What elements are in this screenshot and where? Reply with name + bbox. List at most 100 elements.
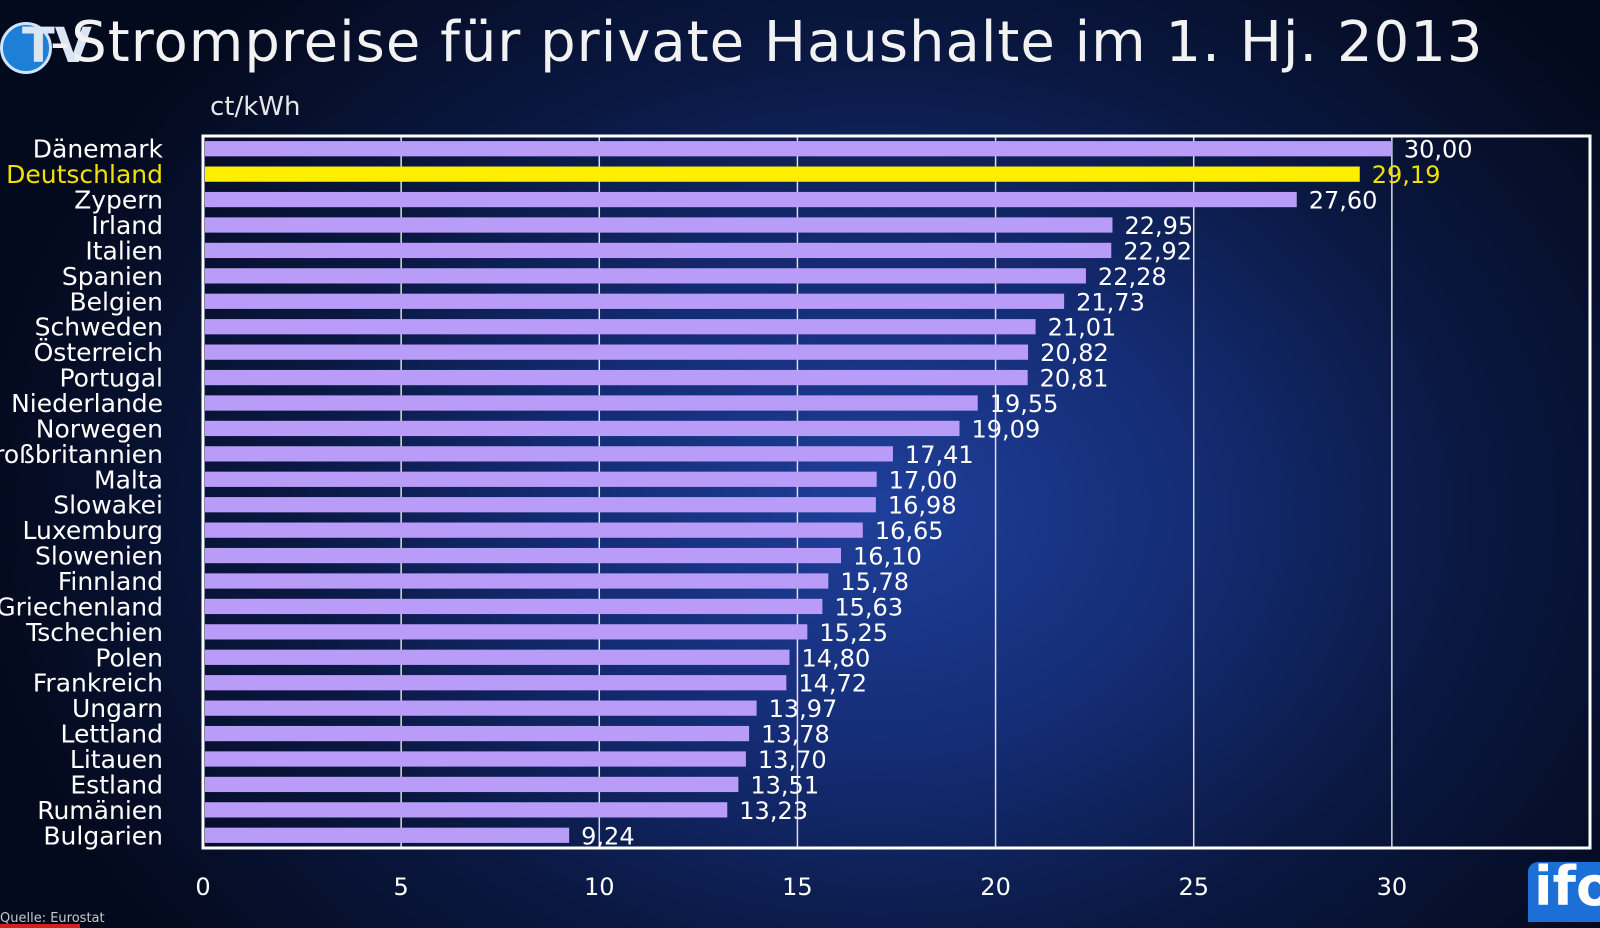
value-label: 15,78	[840, 568, 909, 596]
category-label: Finnland	[58, 567, 163, 596]
plot-frame	[201, 134, 1592, 850]
value-label: 22,92	[1123, 237, 1192, 265]
category-label: Malta	[94, 465, 163, 494]
x-tick-label: 5	[394, 873, 409, 901]
bar	[205, 344, 1029, 360]
x-tick-label: 0	[195, 873, 210, 901]
x-tick-label: 30	[1377, 873, 1408, 901]
value-label: 21,01	[1048, 314, 1117, 342]
bar	[205, 319, 1036, 335]
ifo-logo-text: ifo	[1534, 855, 1600, 918]
value-label: 16,65	[875, 517, 944, 545]
value-label: 9,24	[581, 822, 634, 850]
category-label: Deutschland	[6, 160, 163, 189]
value-label: 22,28	[1098, 263, 1167, 291]
category-label: Griechenland	[0, 592, 163, 621]
value-label: 16,10	[853, 543, 922, 571]
value-label: 27,60	[1309, 187, 1378, 215]
category-label: Slowenien	[35, 542, 163, 571]
unit-label: ct/kWh	[210, 92, 301, 122]
x-tick-label: 25	[1178, 873, 1209, 901]
category-label: Bulgarien	[43, 821, 163, 850]
progress-line	[0, 924, 80, 928]
category-label: Tschechien	[25, 618, 163, 647]
category-label: Slowakei	[53, 491, 163, 520]
category-label: Rumänien	[37, 796, 163, 825]
bar	[205, 369, 1028, 386]
bar	[205, 420, 960, 437]
tv-logo-icon	[0, 22, 52, 74]
bar	[205, 725, 750, 742]
value-label: 19,55	[990, 390, 1059, 418]
x-tick-label: 15	[782, 873, 813, 901]
x-tick-label: 20	[980, 873, 1011, 901]
value-label: 29,19	[1372, 161, 1441, 189]
bar	[205, 395, 978, 411]
bar	[205, 522, 863, 538]
category-label: Lettland	[61, 720, 163, 749]
x-tick-label: 10	[584, 873, 615, 901]
value-label: 14,80	[802, 644, 871, 672]
category-label: Portugal	[59, 364, 163, 393]
chart-title: -Strompreise für private Haushalte im 1.…	[50, 10, 1484, 75]
bar	[205, 293, 1065, 309]
bar	[205, 675, 787, 691]
bar	[205, 471, 877, 487]
bar	[205, 141, 1392, 157]
category-label: Österreich	[34, 338, 163, 367]
value-label: 16,98	[888, 492, 957, 520]
value-label: 20,81	[1040, 365, 1109, 393]
bar	[205, 776, 739, 793]
value-label: 13,23	[739, 797, 808, 825]
category-label: Dänemark	[33, 135, 164, 164]
bar	[205, 598, 823, 615]
bar	[205, 700, 757, 716]
bar	[205, 547, 842, 564]
category-label: Ungarn	[72, 694, 163, 723]
value-label: 13,51	[750, 771, 819, 799]
category-label: Großbritannien	[0, 440, 163, 469]
category-label: Italien	[85, 236, 163, 265]
bar	[205, 217, 1113, 233]
category-label: Estland	[70, 770, 163, 799]
category-label: Frankreich	[33, 669, 163, 698]
category-label: Luxemburg	[22, 516, 163, 545]
category-label: Norwegen	[36, 414, 163, 443]
ifo-logo-icon	[1528, 862, 1600, 922]
bar	[205, 191, 1297, 208]
bar	[205, 624, 808, 640]
value-label: 14,72	[798, 670, 867, 698]
bar	[205, 166, 1360, 182]
category-label: Niederlande	[11, 389, 163, 418]
value-label: 22,95	[1124, 212, 1193, 240]
value-label: 15,25	[819, 619, 888, 647]
bar	[205, 242, 1112, 259]
bar	[205, 649, 790, 665]
bar	[205, 573, 829, 589]
category-label: Belgien	[69, 287, 163, 316]
value-label: 17,41	[905, 441, 974, 469]
value-label: 13,78	[761, 721, 830, 749]
value-label: 30,00	[1404, 136, 1473, 164]
bar	[205, 268, 1086, 284]
category-label: Spanien	[62, 262, 163, 291]
category-label: Schweden	[35, 313, 163, 342]
value-label: 21,73	[1076, 288, 1145, 316]
bar	[205, 497, 876, 513]
tv-logo-text: TV	[22, 18, 92, 74]
bar	[205, 802, 728, 818]
value-label: 13,70	[758, 746, 827, 774]
category-label: Litauen	[70, 745, 163, 774]
value-label: 20,82	[1040, 339, 1109, 367]
category-label: Polen	[95, 643, 163, 672]
category-label: Zypern	[74, 186, 163, 215]
bar	[205, 751, 746, 767]
value-label: 19,09	[972, 415, 1041, 443]
value-label: 17,00	[889, 466, 958, 494]
value-label: 13,97	[769, 695, 838, 723]
value-label: 15,63	[834, 593, 903, 621]
bar	[205, 827, 570, 843]
bar	[205, 446, 893, 462]
category-label: Irland	[91, 211, 163, 240]
